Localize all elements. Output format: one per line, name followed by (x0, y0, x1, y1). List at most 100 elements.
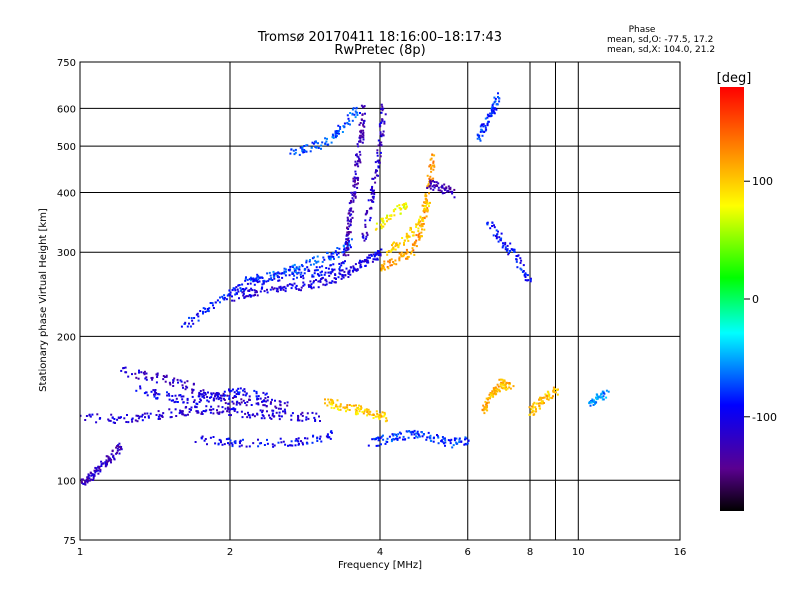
echo-point (428, 177, 431, 180)
echo-point (347, 231, 350, 233)
echo-point (166, 391, 168, 394)
echo-point (413, 429, 416, 432)
echo-point (219, 301, 221, 304)
echo-point (495, 103, 498, 106)
echo-point (249, 416, 252, 419)
echo-point (347, 222, 350, 225)
echo-point (315, 279, 317, 281)
echo-point (277, 271, 280, 274)
echo-point (240, 398, 243, 401)
echo-point (236, 288, 239, 291)
echo-point (137, 417, 140, 420)
echo-point (350, 213, 353, 216)
echo-point (405, 248, 408, 251)
echo-point (311, 275, 314, 278)
echo-point (538, 407, 541, 410)
echo-point (254, 294, 256, 296)
echo-point (432, 440, 435, 443)
echo-point (144, 416, 146, 419)
echo-point (182, 386, 184, 389)
echo-point (311, 441, 314, 444)
echo-point (366, 411, 369, 413)
echo-point (403, 252, 406, 255)
echo-point (429, 439, 432, 442)
echo-point (289, 268, 292, 271)
echo-point (390, 264, 393, 267)
echo-point (242, 393, 245, 396)
echo-point (595, 398, 598, 401)
echo-point (209, 302, 212, 304)
echo-point (313, 256, 315, 259)
echo-point (349, 112, 352, 114)
echo-point (224, 394, 227, 397)
echo-point (228, 396, 231, 398)
echo-point (150, 377, 153, 379)
echo-point (485, 402, 488, 405)
stats-o-mode: mean, sd,O: -77.5, 17.2 (607, 35, 713, 45)
y-axis-label: Stationary phase Virtual Height [km] (38, 208, 49, 392)
echo-point (333, 407, 336, 410)
echo-point (274, 399, 276, 402)
echo-point (331, 280, 334, 283)
echo-point (500, 237, 503, 240)
echo-point (492, 109, 495, 112)
echo-point (345, 247, 348, 249)
echo-point (227, 442, 229, 445)
echo-point (203, 439, 206, 442)
echo-point (591, 400, 594, 402)
echo-point (340, 262, 343, 265)
echo-point (179, 411, 182, 414)
echo-point (207, 310, 210, 313)
echo-point (339, 126, 342, 128)
echo-point (282, 288, 285, 291)
echo-point (93, 469, 96, 472)
echo-point (272, 270, 275, 273)
echo-point (449, 188, 452, 191)
echo-point (350, 404, 353, 407)
echo-point (490, 112, 493, 115)
echo-point (233, 287, 236, 290)
echo-point (437, 186, 440, 189)
echo-point (254, 279, 257, 282)
echo-point (493, 107, 496, 110)
echo-point (383, 122, 386, 125)
echo-point (183, 414, 186, 417)
echo-point (378, 418, 381, 421)
echo-point (402, 435, 405, 438)
echo-point (155, 414, 158, 416)
plot-frame (79, 61, 681, 541)
echo-point (226, 410, 229, 413)
echo-point (376, 250, 379, 253)
echo-point (358, 261, 361, 264)
echo-point (333, 257, 335, 260)
echo-point (230, 442, 233, 445)
echo-point (424, 201, 427, 204)
echo-point (390, 214, 393, 217)
echo-point (377, 438, 380, 441)
echo-point (245, 287, 248, 290)
echo-point (226, 406, 229, 409)
echo-point (221, 406, 224, 409)
echo-point (105, 459, 108, 462)
echo-point (361, 410, 364, 413)
echo-point (348, 212, 351, 215)
echo-point (255, 390, 258, 393)
echo-point (371, 260, 374, 263)
echo-point (237, 393, 240, 396)
y-tick-label: 500 (57, 142, 76, 153)
echo-point (445, 186, 448, 189)
echo-point (296, 276, 298, 279)
echo-point (504, 385, 507, 388)
echo-point (422, 220, 425, 222)
echo-point (391, 244, 393, 247)
echo-point (232, 407, 235, 410)
echo-point (86, 477, 89, 480)
echo-point (336, 253, 338, 256)
echo-point (605, 396, 608, 399)
echo-point (543, 396, 546, 399)
echo-point (294, 151, 297, 154)
echo-point (376, 258, 379, 261)
echo-point (246, 401, 249, 403)
echo-point (377, 144, 380, 147)
echo-point (233, 410, 236, 412)
